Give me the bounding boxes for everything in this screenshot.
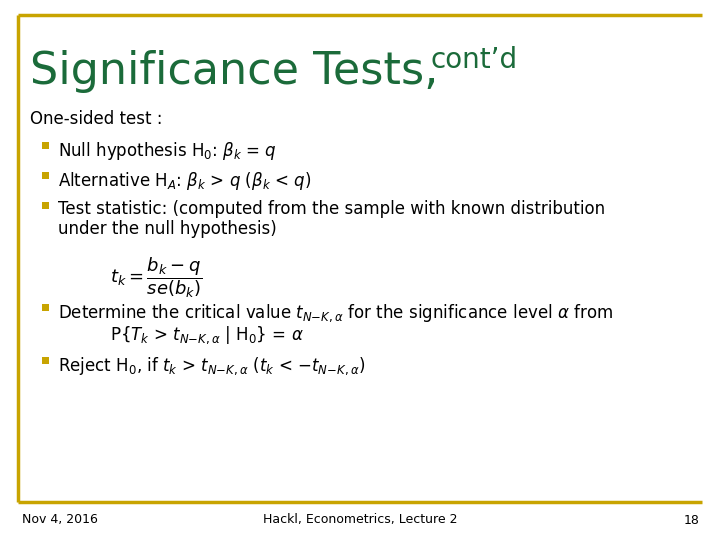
Text: One-sided test :: One-sided test : [30, 110, 163, 128]
Text: under the null hypothesis): under the null hypothesis) [58, 220, 276, 238]
Text: Test statistic: (computed from the sample with known distribution: Test statistic: (computed from the sampl… [58, 200, 605, 218]
Bar [42, 201, 49, 208]
Bar [42, 141, 49, 149]
Text: 18: 18 [684, 514, 700, 526]
Text: P{$T_k$ > $t_{N\mathregular{-}K,\alpha}$ | H$_0$} = $\alpha$: P{$T_k$ > $t_{N\mathregular{-}K,\alpha}$… [110, 324, 304, 346]
Text: $t_k = \dfrac{b_k - q}{se(b_k)}$: $t_k = \dfrac{b_k - q}{se(b_k)}$ [110, 255, 202, 300]
Text: Hackl, Econometrics, Lecture 2: Hackl, Econometrics, Lecture 2 [263, 514, 457, 526]
Text: Alternative H$_A$: $\beta_k$ > $q$ ($\beta_k$ < $q$): Alternative H$_A$: $\beta_k$ > $q$ ($\be… [58, 170, 312, 192]
Text: Significance Tests,: Significance Tests, [30, 50, 438, 93]
Text: cont’d: cont’d [430, 46, 517, 74]
Text: Nov 4, 2016: Nov 4, 2016 [22, 514, 98, 526]
Bar [42, 356, 49, 363]
Text: Reject H$_0$, if $t_k$ > $t_{N\mathregular{-}K,\alpha}$ ($t_k$ < $-t_{N\mathregu: Reject H$_0$, if $t_k$ > $t_{N\mathregul… [58, 355, 365, 376]
Text: Determine the critical value $t_{N\mathregular{-}K,\alpha}$ for the significance: Determine the critical value $t_{N\mathr… [58, 302, 613, 323]
Text: Null hypothesis H$_0$: $\beta_k$ = $q$: Null hypothesis H$_0$: $\beta_k$ = $q$ [58, 140, 277, 162]
Bar [42, 172, 49, 179]
Bar [42, 303, 49, 310]
